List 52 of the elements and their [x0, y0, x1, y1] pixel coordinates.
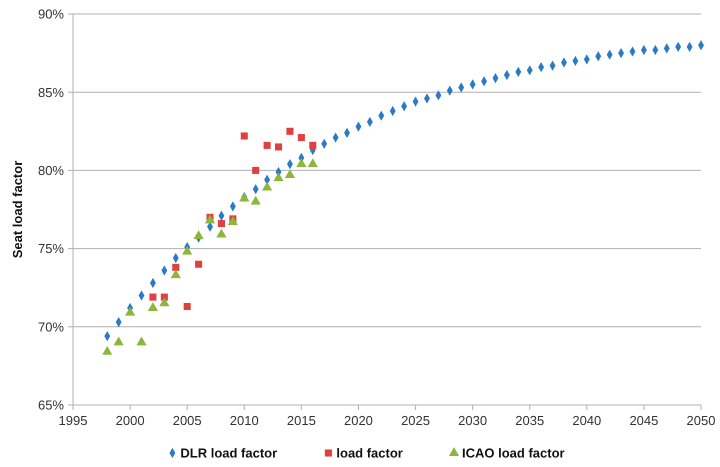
point: [250, 196, 261, 205]
point: [240, 132, 248, 140]
y-axis-title: Seat load factor: [10, 160, 25, 258]
point: [298, 134, 305, 142]
x-tick-label: 1995: [58, 413, 88, 428]
point: [228, 216, 238, 225]
point: [309, 142, 316, 149]
x-tick-label: 2015: [286, 413, 316, 428]
legend-label: ICAO load factor: [462, 446, 565, 461]
point: [124, 306, 136, 316]
y-tick-label: 85%: [38, 84, 64, 100]
point: [195, 260, 202, 268]
point: [148, 302, 158, 311]
x-tick-label: 2040: [572, 413, 602, 428]
point: [184, 302, 191, 310]
x-tick-label: 2005: [172, 413, 202, 428]
point: [136, 336, 147, 346]
point: [149, 294, 156, 301]
point: [159, 297, 170, 306]
x-tick-label: 2050: [686, 413, 716, 428]
point: [204, 214, 216, 224]
point: [262, 182, 272, 191]
point: [264, 142, 271, 149]
y-tick-label: 80%: [38, 162, 64, 178]
legend-label: load factor: [336, 446, 403, 461]
point: [182, 246, 192, 255]
point: [308, 158, 318, 168]
y-tick-label: 65%: [38, 398, 64, 413]
x-tick-label: 2035: [515, 413, 544, 428]
x-tick-label: 2025: [401, 413, 430, 428]
point: [274, 143, 282, 150]
point: [286, 128, 294, 135]
point: [102, 346, 112, 355]
y-tick-label: 75%: [38, 241, 64, 256]
x-tick-label: 2000: [116, 413, 145, 428]
x-tick-label: 2010: [230, 413, 259, 428]
point: [172, 264, 180, 271]
point: [284, 169, 296, 178]
point: [216, 228, 227, 238]
y-tick-label: 90%: [38, 6, 64, 22]
x-tick-label: 2030: [458, 413, 488, 428]
legend-label: DLR load factor: [180, 446, 278, 461]
point: [252, 166, 260, 174]
point: [114, 336, 124, 346]
point: [273, 172, 284, 182]
point: [170, 269, 181, 278]
point: [218, 220, 225, 228]
y-tick-label: 70%: [38, 319, 64, 334]
x-tick-label: 2020: [344, 413, 373, 428]
point: [194, 230, 204, 240]
point: [296, 158, 306, 168]
x-tick-label: 2045: [629, 413, 658, 428]
